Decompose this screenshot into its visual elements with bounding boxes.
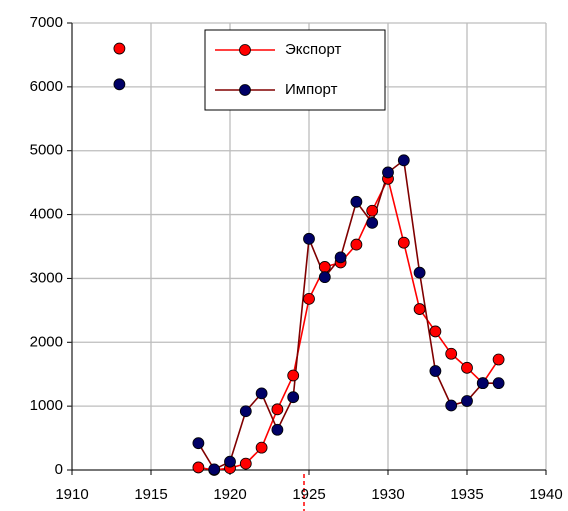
data-point [255,387,268,400]
data-point [303,292,315,305]
data-point [287,369,300,382]
x-tick-label: 1935 [450,486,483,503]
legend-label: Импорт [285,81,338,98]
legend-box [204,29,386,111]
x-tick-label: 1925 [292,486,325,503]
data-point [429,325,442,338]
data-point [271,403,284,416]
data-point [239,405,252,418]
data-point [334,251,347,264]
data-point [397,236,410,249]
data-point [287,391,300,404]
series-line [198,176,500,471]
legend-label: Экспорт [285,41,341,58]
data-point [461,395,473,407]
data-point [271,423,284,436]
data-point [382,166,394,179]
legend-marker [239,44,251,56]
data-point [445,399,458,412]
y-tick-label: 0 [55,461,63,478]
y-tick-label: 6000 [30,78,63,95]
data-point [366,216,379,229]
data-point [350,238,363,251]
data-point [318,271,331,284]
data-point [113,42,126,55]
x-tick-label: 1940 [529,486,562,503]
data-point [239,457,252,470]
data-point [303,232,315,245]
data-point [366,204,379,217]
legend-marker [239,84,251,96]
y-tick-label: 2000 [30,333,63,350]
data-point [208,463,221,476]
data-point [476,377,489,390]
data-point [445,347,458,360]
x-tick-label: 1930 [371,486,404,503]
y-tick-label: 7000 [30,14,63,31]
y-tick-label: 4000 [30,206,63,223]
y-tick-label: 1000 [30,397,63,414]
data-point [429,365,442,377]
data-point [192,437,205,450]
data-point [413,303,426,315]
data-point [318,261,331,273]
series-line [197,158,499,471]
y-tick-label: 3000 [30,269,63,286]
data-point [224,455,236,468]
data-point [192,461,205,474]
data-point [492,377,505,390]
data-point [350,195,363,208]
y-tick-label: 5000 [30,142,63,159]
data-point [413,266,426,279]
data-point [461,361,473,374]
data-point [492,353,505,366]
x-tick-label: 1920 [213,486,246,503]
data-point [113,78,126,91]
x-tick-label: 1915 [134,486,167,503]
data-point [397,154,410,167]
x-tick-label: 1910 [55,486,88,503]
data-point [255,441,268,454]
